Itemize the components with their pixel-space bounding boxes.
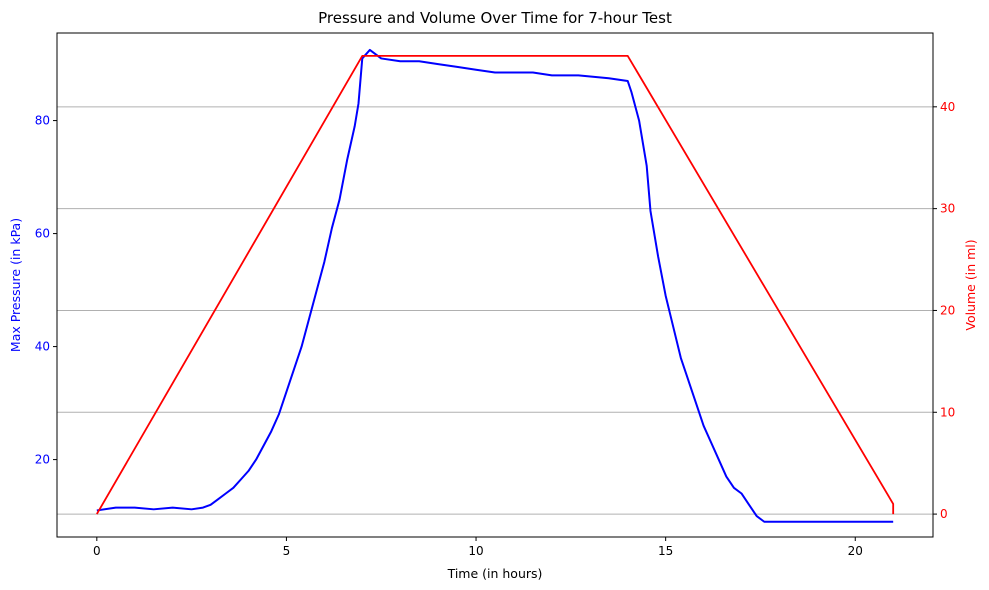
- y-left-tick-label: 60: [35, 227, 50, 241]
- y-right-tick-label: 40: [940, 100, 955, 114]
- x-tick-label: 20: [848, 544, 863, 558]
- ticks-layer: 0 5 10 15 20 20 40 60 80 0 10 20 30 40: [35, 100, 956, 558]
- y-left-tick-label: 20: [35, 453, 50, 467]
- grid-layer: [57, 106, 933, 515]
- y-right-axis-label: Volume (in ml): [963, 239, 978, 330]
- x-tick-label: 5: [283, 544, 291, 558]
- y-right-tick-label: 0: [940, 507, 948, 521]
- y-left-axis-label: Max Pressure (in kPa): [8, 218, 23, 352]
- series-layer: [96, 48, 895, 523]
- y-right-tick-label: 30: [940, 202, 955, 216]
- x-tick-label: 15: [658, 544, 673, 558]
- x-tick-label: 0: [93, 544, 101, 558]
- y-left-tick-label: 80: [35, 114, 50, 128]
- volume-series-line: [96, 55, 895, 515]
- x-axis-label: Time (in hours): [447, 566, 543, 581]
- y-right-tick-label: 20: [940, 303, 955, 317]
- pressure-series-line: [96, 48, 894, 523]
- x-tick-label: 10: [468, 544, 483, 558]
- y-right-tick-label: 10: [940, 405, 955, 419]
- plot-frame: [56, 32, 934, 538]
- y-left-tick-label: 40: [35, 340, 50, 354]
- chart-title: Pressure and Volume Over Time for 7-hour…: [318, 9, 672, 27]
